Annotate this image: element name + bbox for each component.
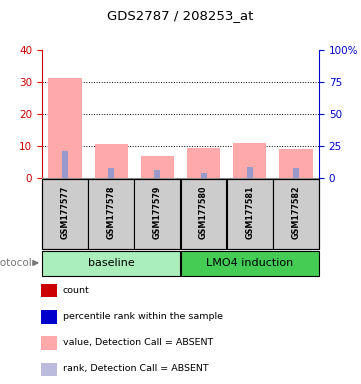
Bar bbox=[233, 143, 266, 178]
Bar bbox=[41, 310, 57, 324]
Bar bbox=[227, 179, 273, 249]
Bar bbox=[155, 170, 160, 178]
Text: count: count bbox=[62, 286, 89, 295]
Bar bbox=[187, 147, 220, 178]
Bar bbox=[88, 179, 134, 249]
Bar bbox=[180, 179, 226, 249]
Bar bbox=[42, 179, 88, 249]
Text: GSM177580: GSM177580 bbox=[199, 186, 208, 239]
Bar bbox=[273, 179, 319, 249]
Bar bbox=[41, 336, 57, 350]
Bar bbox=[134, 179, 180, 249]
Text: value, Detection Call = ABSENT: value, Detection Call = ABSENT bbox=[62, 338, 213, 347]
Bar bbox=[62, 151, 68, 178]
Text: GDS2787 / 208253_at: GDS2787 / 208253_at bbox=[107, 9, 254, 22]
Text: LMO4 induction: LMO4 induction bbox=[206, 258, 293, 268]
Bar bbox=[48, 78, 82, 178]
Bar bbox=[180, 250, 319, 276]
Bar bbox=[95, 144, 128, 178]
Bar bbox=[293, 169, 299, 178]
Text: protocol: protocol bbox=[0, 258, 35, 268]
Text: GSM177578: GSM177578 bbox=[107, 186, 116, 239]
Text: GSM177577: GSM177577 bbox=[61, 186, 70, 239]
Text: rank, Detection Call = ABSENT: rank, Detection Call = ABSENT bbox=[62, 364, 208, 373]
Bar bbox=[141, 156, 174, 178]
Text: GSM177581: GSM177581 bbox=[245, 186, 254, 239]
Text: GSM177579: GSM177579 bbox=[153, 186, 162, 239]
Bar bbox=[108, 169, 114, 178]
Bar bbox=[201, 173, 206, 178]
Text: percentile rank within the sample: percentile rank within the sample bbox=[62, 312, 222, 321]
Bar bbox=[42, 250, 180, 276]
Bar bbox=[41, 362, 57, 376]
Bar bbox=[247, 167, 253, 178]
Text: baseline: baseline bbox=[88, 258, 135, 268]
Text: GSM177582: GSM177582 bbox=[291, 186, 300, 239]
Bar bbox=[279, 149, 313, 178]
Bar bbox=[41, 284, 57, 298]
